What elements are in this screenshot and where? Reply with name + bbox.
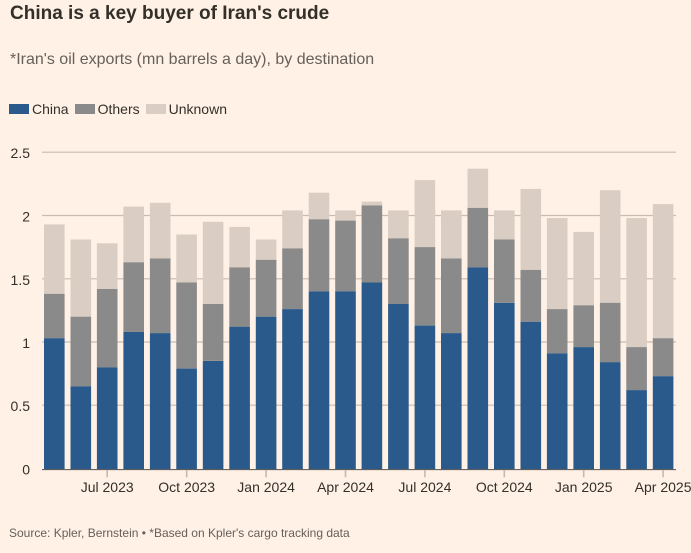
svg-text:1: 1 — [22, 335, 30, 351]
svg-text:Oct 2024: Oct 2024 — [476, 479, 533, 495]
svg-text:Jan 2025: Jan 2025 — [555, 479, 613, 495]
svg-text:2.5: 2.5 — [11, 145, 31, 161]
svg-text:Oct 2023: Oct 2023 — [158, 479, 215, 495]
svg-text:Apr 2025: Apr 2025 — [635, 479, 691, 495]
svg-text:0: 0 — [22, 462, 30, 478]
svg-text:1.5: 1.5 — [11, 272, 31, 288]
svg-text:2: 2 — [22, 209, 30, 225]
svg-text:Jul 2023: Jul 2023 — [81, 479, 134, 495]
svg-text:Jan 2024: Jan 2024 — [237, 479, 295, 495]
svg-text:Apr 2024: Apr 2024 — [317, 479, 374, 495]
svg-text:0.5: 0.5 — [11, 398, 31, 414]
svg-text:Jul 2024: Jul 2024 — [398, 479, 451, 495]
